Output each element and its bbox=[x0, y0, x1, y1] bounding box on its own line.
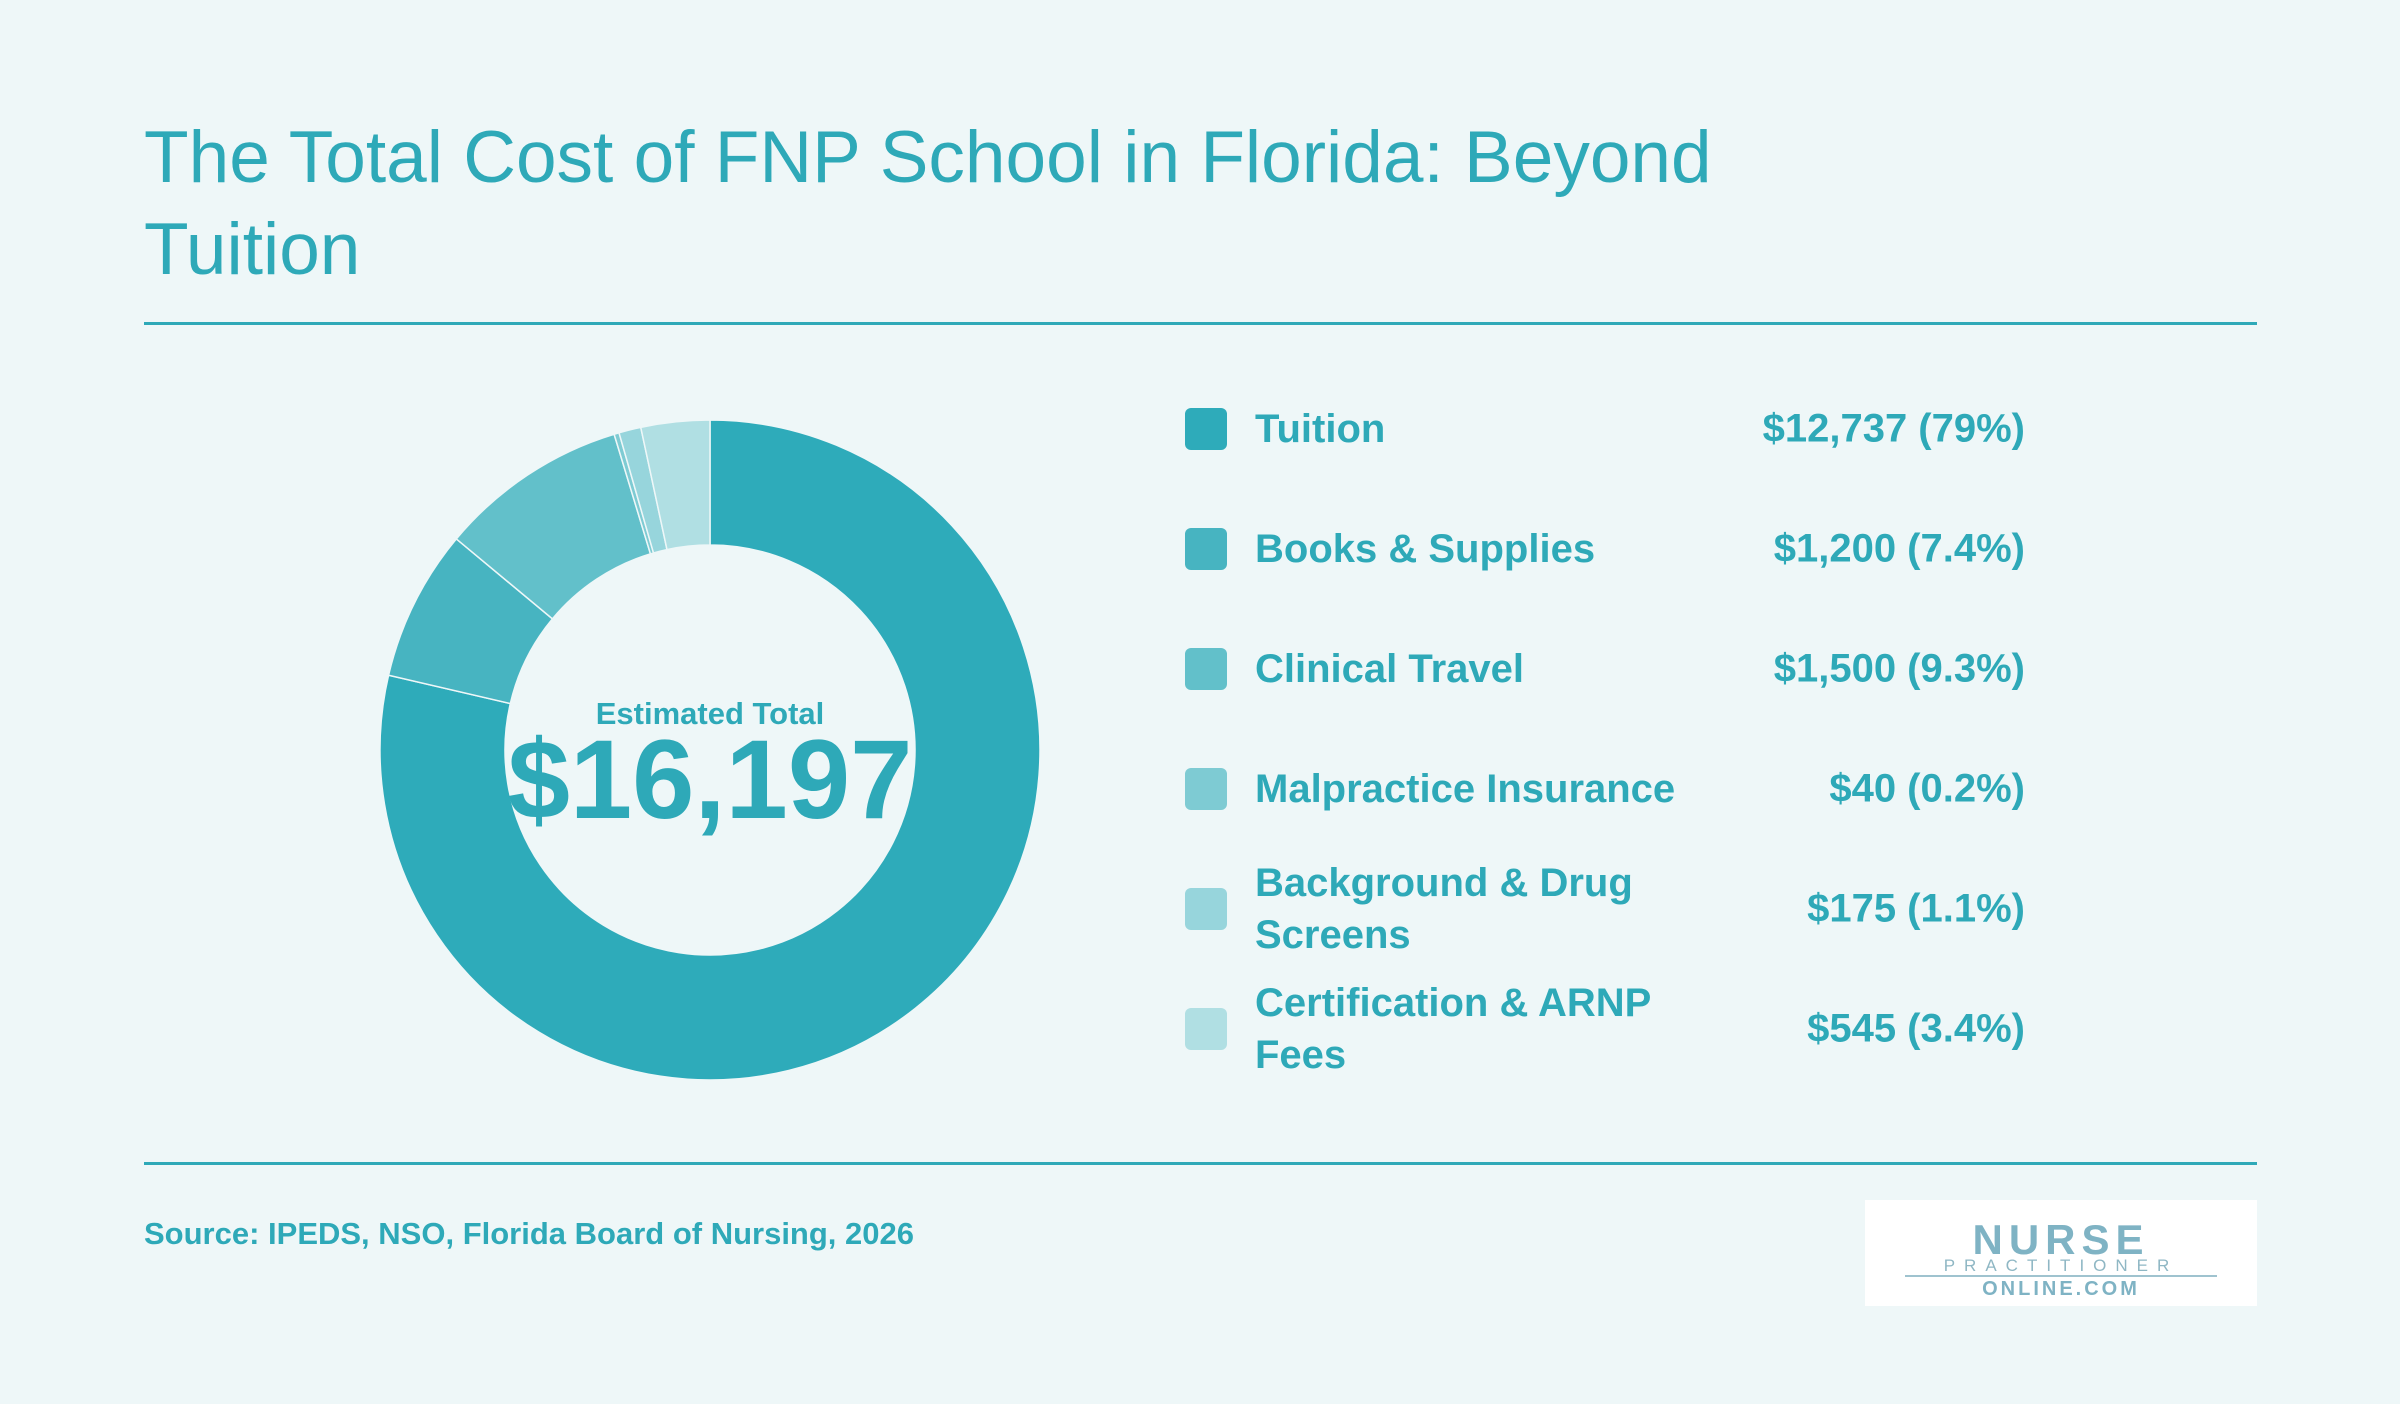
legend-item-books-supplies: Books & Supplies $1,200 (7.4%) bbox=[1185, 494, 2025, 604]
legend-swatch bbox=[1185, 408, 1227, 450]
legend-swatch bbox=[1185, 648, 1227, 690]
logo-word-practitioner: PRACTITIONER bbox=[1943, 1256, 2179, 1275]
legend-swatch bbox=[1185, 768, 1227, 810]
legend-label: Malpractice Insurance bbox=[1255, 767, 1676, 811]
legend-label: Certification & ARNP Fees bbox=[1255, 981, 1651, 1077]
legend-label: Clinical Travel bbox=[1255, 647, 1525, 691]
nurse-practitioner-online-logo: NURSE PRACTITIONER ONLINE.COM bbox=[1865, 1200, 2257, 1306]
legend-item-background-drug-screens: Background & Drug Screens $175 (1.1%) bbox=[1185, 854, 2025, 964]
legend-item-malpractice-insurance: Malpractice Insurance $40 (0.2%) bbox=[1185, 734, 2025, 844]
legend-value: $1,200 (7.4%) bbox=[1773, 526, 2025, 571]
legend-swatch bbox=[1185, 1008, 1227, 1050]
bottom-divider bbox=[144, 1162, 2257, 1165]
legend-value: $1,500 (9.3%) bbox=[1773, 646, 2025, 691]
legend-value: $40 (0.2%) bbox=[1829, 766, 2025, 811]
center-label: Estimated Total bbox=[595, 696, 825, 731]
top-divider bbox=[144, 322, 2257, 325]
legend-label: Tuition bbox=[1255, 407, 1386, 451]
donut-slice-certification-arnp-fees bbox=[639, 419, 711, 551]
legend-label: Background & Drug Screens bbox=[1255, 861, 1633, 957]
chart-title: The Total Cost of FNP School in Florida:… bbox=[144, 117, 1712, 290]
logo-word-nurse: NURSE bbox=[1972, 1216, 2150, 1263]
logo-word-online: ONLINE.COM bbox=[1905, 1275, 2217, 1300]
legend-swatch bbox=[1185, 888, 1227, 930]
legend-value: $12,737 (79%) bbox=[1762, 406, 2025, 451]
center-total-value: $16,197 bbox=[507, 717, 913, 842]
legend-item-tuition: Tuition $12,737 (79%) bbox=[1185, 374, 2025, 484]
legend-value: $175 (1.1%) bbox=[1807, 886, 2025, 931]
donut-slice-tuition bbox=[379, 419, 1041, 1081]
legend-label: Books & Supplies bbox=[1255, 527, 1596, 571]
legend-item-clinical-travel: Clinical Travel $1,500 (9.3%) bbox=[1185, 614, 2025, 724]
legend-swatch bbox=[1185, 528, 1227, 570]
legend-item-certification-arnp-fees: Certification & ARNP Fees $545 (3.4%) bbox=[1185, 974, 2025, 1084]
source-note: Source: IPEDS, NSO, Florida Board of Nur… bbox=[144, 1216, 914, 1251]
donut-chart bbox=[379, 419, 1041, 1081]
legend-value: $545 (3.4%) bbox=[1807, 1006, 2025, 1051]
